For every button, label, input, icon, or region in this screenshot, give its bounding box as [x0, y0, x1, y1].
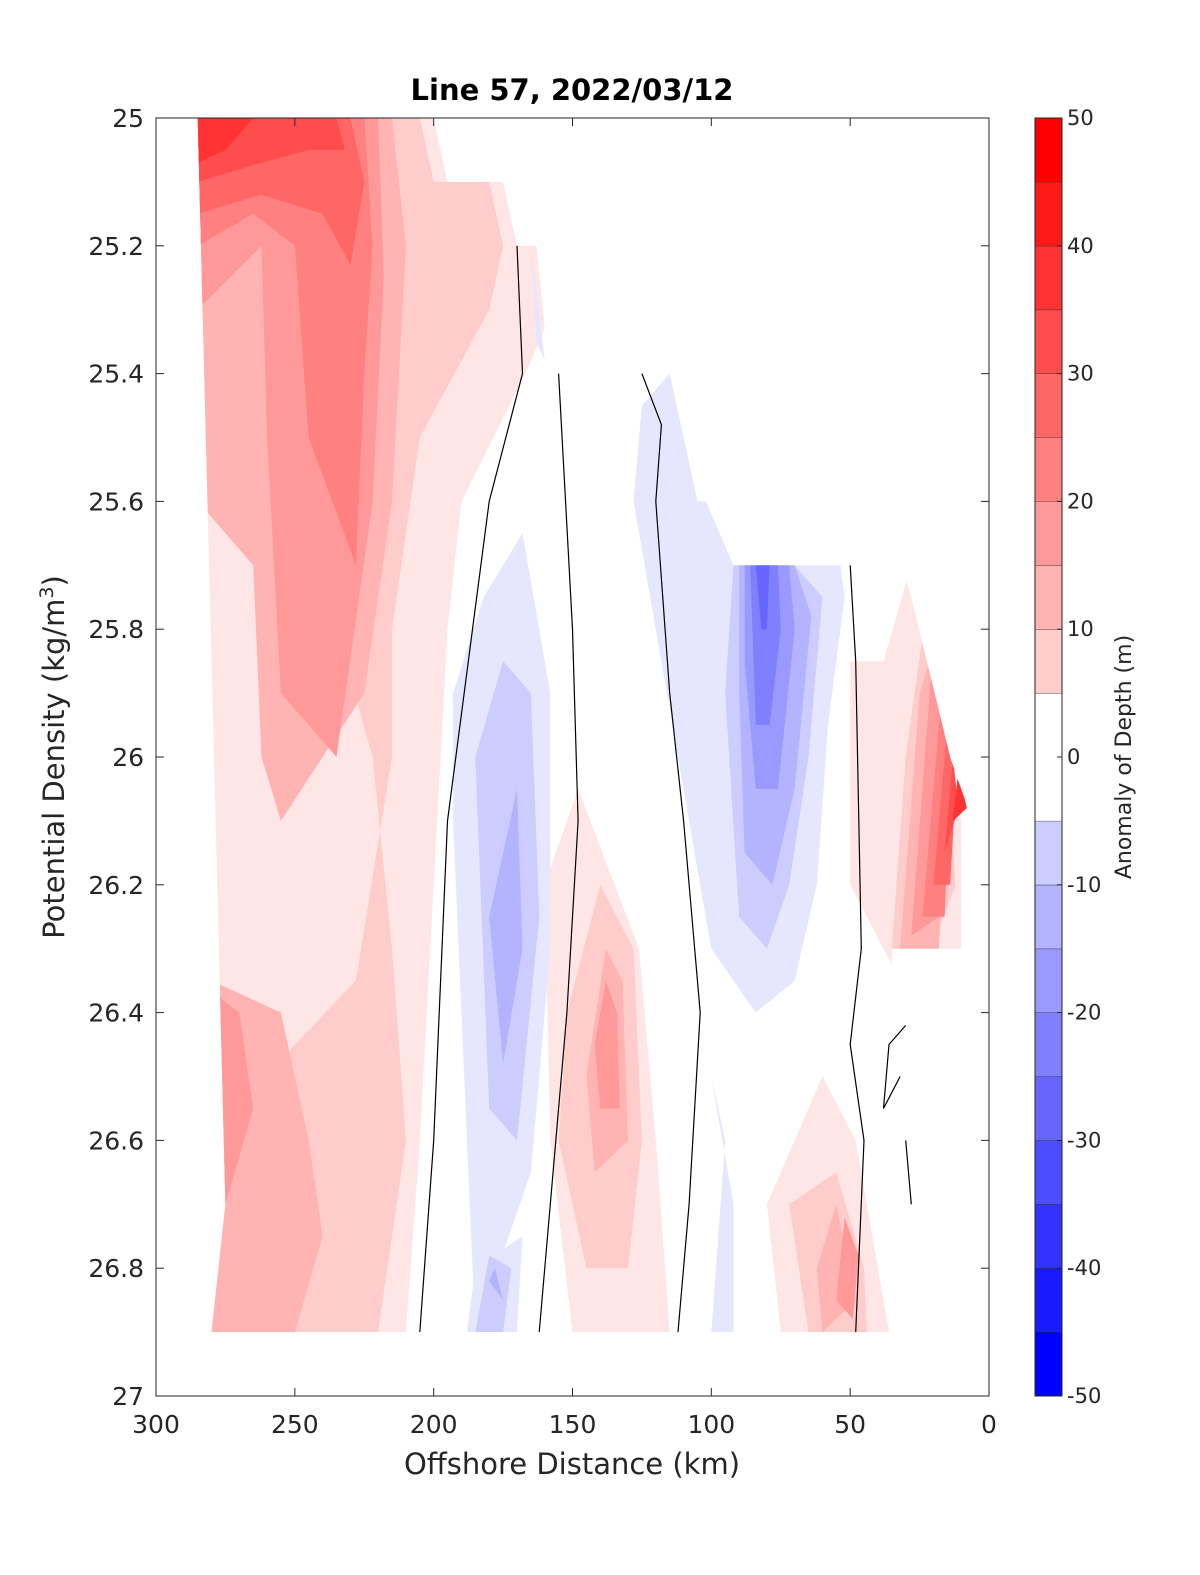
y-tick-label: 26.8 — [88, 1254, 144, 1283]
colorbar-block — [1035, 948, 1062, 1013]
x-axis-ticks: 300 250 200 150 100 50 0 — [132, 118, 997, 1439]
x-tick-label: 300 — [132, 1410, 180, 1439]
x-tick-label: 150 — [549, 1410, 597, 1439]
x-tick-label: 50 — [834, 1410, 866, 1439]
colorbar-tick-label: 10 — [1067, 617, 1094, 641]
colorbar-block — [1035, 1332, 1062, 1396]
colorbar-block — [1035, 1076, 1062, 1141]
colorbar-blocks — [1035, 117, 1062, 1396]
colorbar-block — [1035, 181, 1062, 246]
contour-band-25-0 — [197, 118, 373, 566]
colorbar-tick-label: -40 — [1067, 1256, 1101, 1280]
colorbar-tick-label: 50 — [1067, 106, 1094, 130]
contour-band-20-3 — [836, 1217, 859, 1320]
x-tick-label: 250 — [271, 1410, 319, 1439]
colorbar-label: Anomaly of Depth (m) — [1112, 635, 1137, 879]
chart-title: Line 57, 2022/03/12 — [411, 73, 734, 107]
y-axis-label: Potential Density (kg/m3) — [36, 575, 71, 939]
contour-band--30-0 — [755, 565, 770, 630]
y-axis-label-main: Potential Density (kg/m — [37, 599, 71, 939]
colorbar-tick-label: 30 — [1067, 362, 1094, 386]
contour-band-40-1 — [952, 769, 967, 821]
zero-contour-4 — [882, 1025, 907, 1109]
colorbar-tick-label: -50 — [1067, 1384, 1101, 1408]
colorbar-tick-label: -20 — [1067, 1001, 1101, 1025]
contour-band--15-2 — [489, 1268, 504, 1301]
plot-area: 300 250 200 150 100 50 0 2525.225.425.625.8262… — [88, 104, 997, 1439]
zero-contour-3 — [849, 565, 865, 1333]
colorbar-block — [1035, 565, 1062, 630]
contour-band--5-4 — [530, 245, 545, 361]
colorbar-tick-label: -30 — [1067, 1128, 1101, 1152]
contour-band--25-0 — [750, 565, 781, 725]
zero-contour-1 — [538, 373, 579, 1333]
colorbar-block — [1035, 118, 1062, 182]
y-axis-ticks: 25 25.2 25.4 25.6 25.8 26 26.2 26.4 26.6 26.8 27 — [88, 104, 989, 1411]
y-tick-label: 25.8 — [88, 615, 144, 644]
y-tick-label: 26.2 — [88, 871, 144, 900]
y-tick-label: 25.4 — [88, 360, 144, 389]
x-axis-label: Offshore Distance (km) — [404, 1447, 740, 1481]
colorbar-block — [1035, 309, 1062, 374]
y-tick-label: 25 — [112, 104, 144, 133]
x-tick-label: 200 — [410, 1410, 458, 1439]
colorbar-block — [1035, 820, 1062, 885]
colorbar-block — [1035, 245, 1062, 310]
y-tick-label: 27 — [112, 1382, 144, 1411]
x-tick-label: 0 — [981, 1410, 997, 1439]
contour-fills — [197, 118, 967, 1333]
colorbar-block — [1035, 1204, 1062, 1269]
colorbar-block — [1035, 1012, 1062, 1077]
contour-band-40-0 — [197, 118, 254, 163]
colorbar-tick-label: 40 — [1067, 234, 1094, 258]
zero-contour-lines — [419, 245, 912, 1333]
x-tick-label: 100 — [687, 1410, 735, 1439]
contour-band-35-1 — [944, 757, 959, 853]
y-tick-label: 26 — [112, 743, 144, 772]
colorbar-tick-label: 20 — [1067, 489, 1094, 513]
contour-band--10-2 — [475, 1255, 512, 1333]
contour-band--5-2 — [711, 1076, 734, 1333]
y-tick-label: 26.4 — [88, 999, 144, 1028]
zero-contour-5 — [905, 1140, 912, 1205]
y-axis-label-end: ) — [37, 575, 71, 586]
colorbar-block — [1035, 629, 1062, 694]
colorbar: 50 40 30 20 10 0 -10 -20 -30 -40 -50 Anomaly of De… — [1034, 106, 1137, 1408]
zero-contour-2 — [641, 373, 701, 1333]
colorbar-block — [1035, 437, 1062, 502]
colorbar-tick-label: 0 — [1067, 745, 1080, 769]
colorbar-block — [1035, 884, 1062, 949]
y-axis-label-superscript: 3 — [36, 586, 58, 598]
contour-band-20-2 — [594, 980, 620, 1109]
colorbar-block — [1035, 1268, 1062, 1333]
zero-contour-0 — [419, 245, 524, 1333]
y-tick-label: 25.6 — [88, 487, 144, 516]
y-tick-label: 26.6 — [88, 1126, 144, 1155]
colorbar-block — [1035, 373, 1062, 438]
colorbar-tick-label: -10 — [1067, 873, 1101, 897]
contour-band--15-0 — [489, 789, 523, 1064]
contour-band-30-1 — [933, 725, 956, 885]
colorbar-block — [1035, 1140, 1062, 1205]
colorbar-block — [1035, 501, 1062, 566]
y-tick-label: 25.2 — [88, 232, 144, 261]
colorbar-ticks: 50 40 30 20 10 0 -10 -20 -30 -40 -50 — [1057, 106, 1101, 1408]
